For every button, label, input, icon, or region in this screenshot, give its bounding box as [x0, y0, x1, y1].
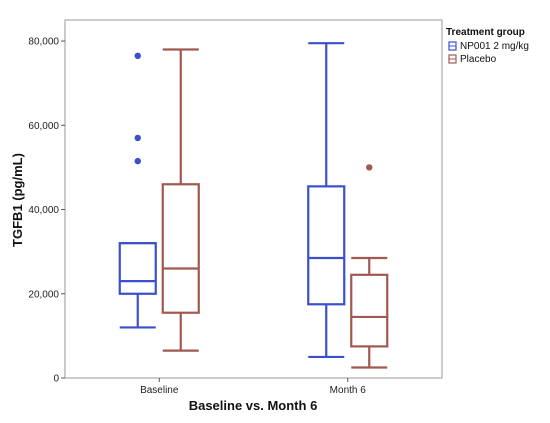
- x-axis: Baseline Month 6: [140, 378, 366, 396]
- outlier-point: [134, 157, 141, 165]
- iqr-box: [307, 185, 346, 306]
- y-axis: 0 20,000 40,000 60,000 80,000: [28, 37, 65, 385]
- box-series: [118, 42, 389, 369]
- legend-title: Treatment group: [446, 27, 525, 38]
- iqr-box: [118, 242, 157, 295]
- y-tick-label: 60,000: [28, 121, 59, 132]
- box-placebo-baseline: [161, 48, 200, 352]
- box-np001-2-mg-kg-month-6: [307, 42, 346, 359]
- y-tick-label: 40,000: [28, 205, 59, 216]
- y-axis-title: TGFB1 (pg/mL): [10, 153, 25, 247]
- legend-item: Placebo: [448, 54, 497, 65]
- y-tick-label: 0: [53, 374, 59, 385]
- y-tick-label: 80,000: [28, 37, 59, 48]
- x-axis-title: Baseline vs. Month 6: [189, 398, 318, 413]
- legend-label: Placebo: [460, 54, 497, 65]
- outlier-point: [366, 164, 373, 171]
- outlier-point: [134, 134, 141, 142]
- box-placebo-month-6: [350, 164, 389, 369]
- iqr-box: [161, 183, 200, 314]
- plot-frame: [64, 19, 443, 379]
- x-tick-label: Baseline: [140, 385, 179, 396]
- y-tick-label: 20,000: [28, 289, 59, 300]
- x-tick-label: Month 6: [330, 385, 367, 396]
- legend-item: NP001 2 mg/kg: [448, 41, 529, 52]
- legend: Treatment group NP001 2 mg/kg Placebo: [446, 27, 529, 65]
- outlier-point: [134, 52, 141, 59]
- iqr-box: [350, 273, 389, 348]
- legend-label: NP001 2 mg/kg: [460, 41, 529, 52]
- box-np001-2-mg-kg-baseline: [118, 52, 157, 329]
